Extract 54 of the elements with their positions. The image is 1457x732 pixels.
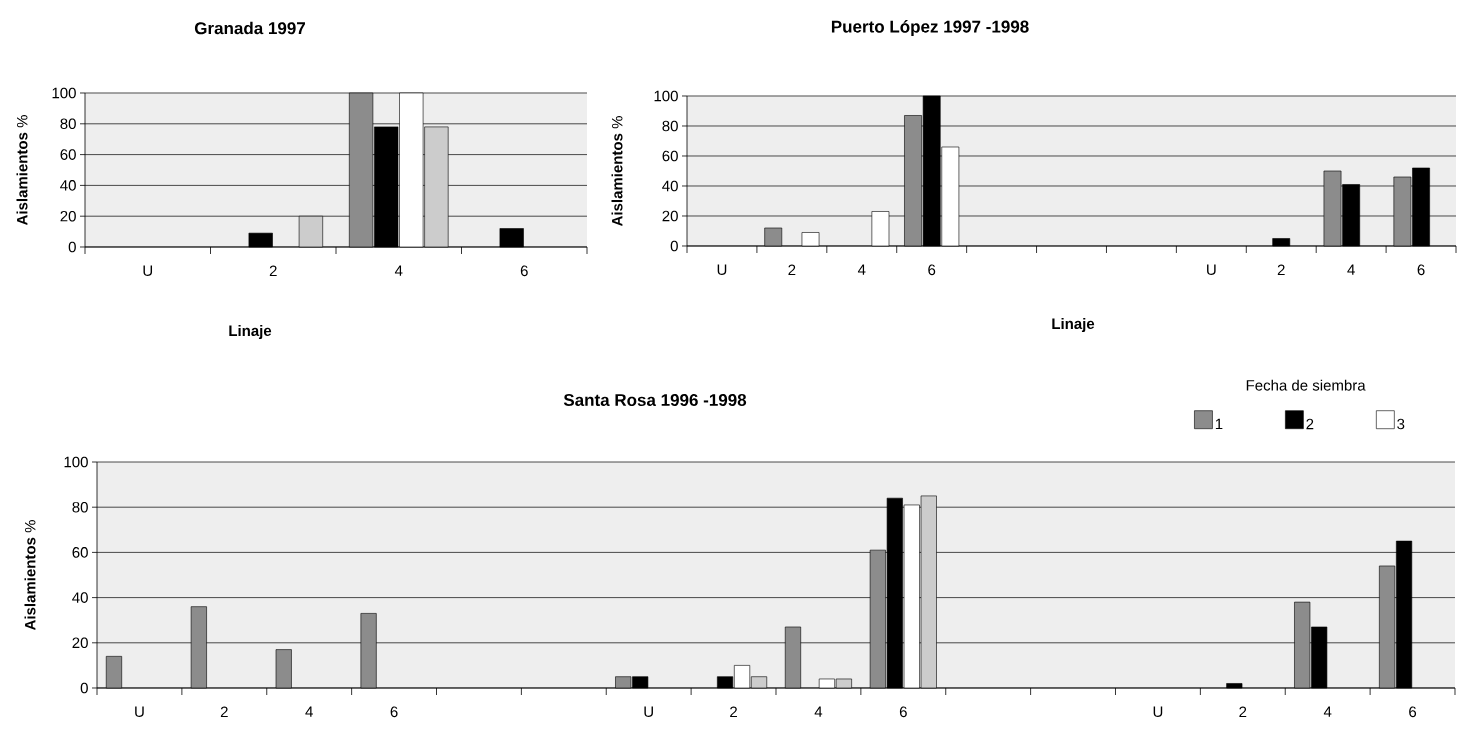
y-tick-label: 20 <box>72 637 88 649</box>
x-tick-label: 6 <box>899 706 907 718</box>
x-tick-label: 6 <box>1409 706 1417 718</box>
x-tick-label: 4 <box>394 265 403 276</box>
y-tick-label: 80 <box>662 120 678 132</box>
chart-title: Puerto López 1997 -1998 <box>831 20 1029 36</box>
y-tick-label: 80 <box>72 501 88 513</box>
x-tick-label: 4 <box>1347 264 1355 275</box>
y-tick-label: 40 <box>60 180 76 191</box>
x-tick-label: 2 <box>730 706 737 718</box>
x-tick-label: 2 <box>1239 706 1247 718</box>
x-tick-label: 4 <box>305 706 313 717</box>
y-tick-label: 100 <box>654 90 678 102</box>
legend-label: 1 <box>1215 418 1223 430</box>
y-tick-label: 0 <box>68 241 76 253</box>
y-tick-label: 100 <box>64 456 88 468</box>
legend-label: 3 <box>1397 418 1405 430</box>
x-tick-label: 2 <box>788 264 796 275</box>
y-tick-label: 40 <box>662 180 678 192</box>
x-tick-label: 4 <box>814 706 823 717</box>
y-axis-title: Aislamientos % <box>611 116 623 227</box>
x-tick-label: 2 <box>220 706 228 718</box>
x-tick-label: 4 <box>1323 706 1332 717</box>
chart-title: Santa Rosa 1996 -1998 <box>563 393 747 407</box>
x-tick-label: 6 <box>520 265 528 277</box>
y-tick-label: 60 <box>72 547 88 558</box>
y-tick-label: 100 <box>52 87 76 99</box>
x-tick-label: 6 <box>928 264 936 276</box>
x-tick-label: 2 <box>269 265 277 277</box>
x-tick-label: U <box>1207 264 1216 275</box>
x-tick-label: 6 <box>390 706 398 718</box>
x-tick-label: 2 <box>1277 264 1285 275</box>
y-tick-label: 0 <box>670 240 678 252</box>
x-tick-label: 4 <box>857 264 866 275</box>
x-tick-label: U <box>717 264 727 275</box>
x-tick-label: U <box>644 706 653 717</box>
y-tick-label: 20 <box>662 210 678 222</box>
x-tick-label: U <box>1153 706 1163 717</box>
y-tick-label: 40 <box>72 592 88 603</box>
x-axis-title: Linaje <box>1052 318 1095 332</box>
x-tick-label: 6 <box>1417 264 1425 276</box>
legend-label: 2 <box>1306 418 1314 430</box>
chart-title: Granada 1997 <box>194 21 305 35</box>
y-tick-label: 20 <box>60 210 76 222</box>
y-tick-label: 60 <box>60 149 76 160</box>
y-axis-title: Aislamientos % <box>16 115 28 226</box>
x-tick-label: U <box>135 706 144 717</box>
x-axis-title: Linaje <box>229 325 272 339</box>
x-tick-label: U <box>143 265 153 276</box>
y-axis-title: Aislamientos % <box>24 520 36 631</box>
y-tick-label: 0 <box>80 682 88 694</box>
y-tick-label: 60 <box>662 150 678 162</box>
y-tick-label: 80 <box>60 118 76 130</box>
legend-title: Fecha de siembra <box>1246 379 1366 391</box>
